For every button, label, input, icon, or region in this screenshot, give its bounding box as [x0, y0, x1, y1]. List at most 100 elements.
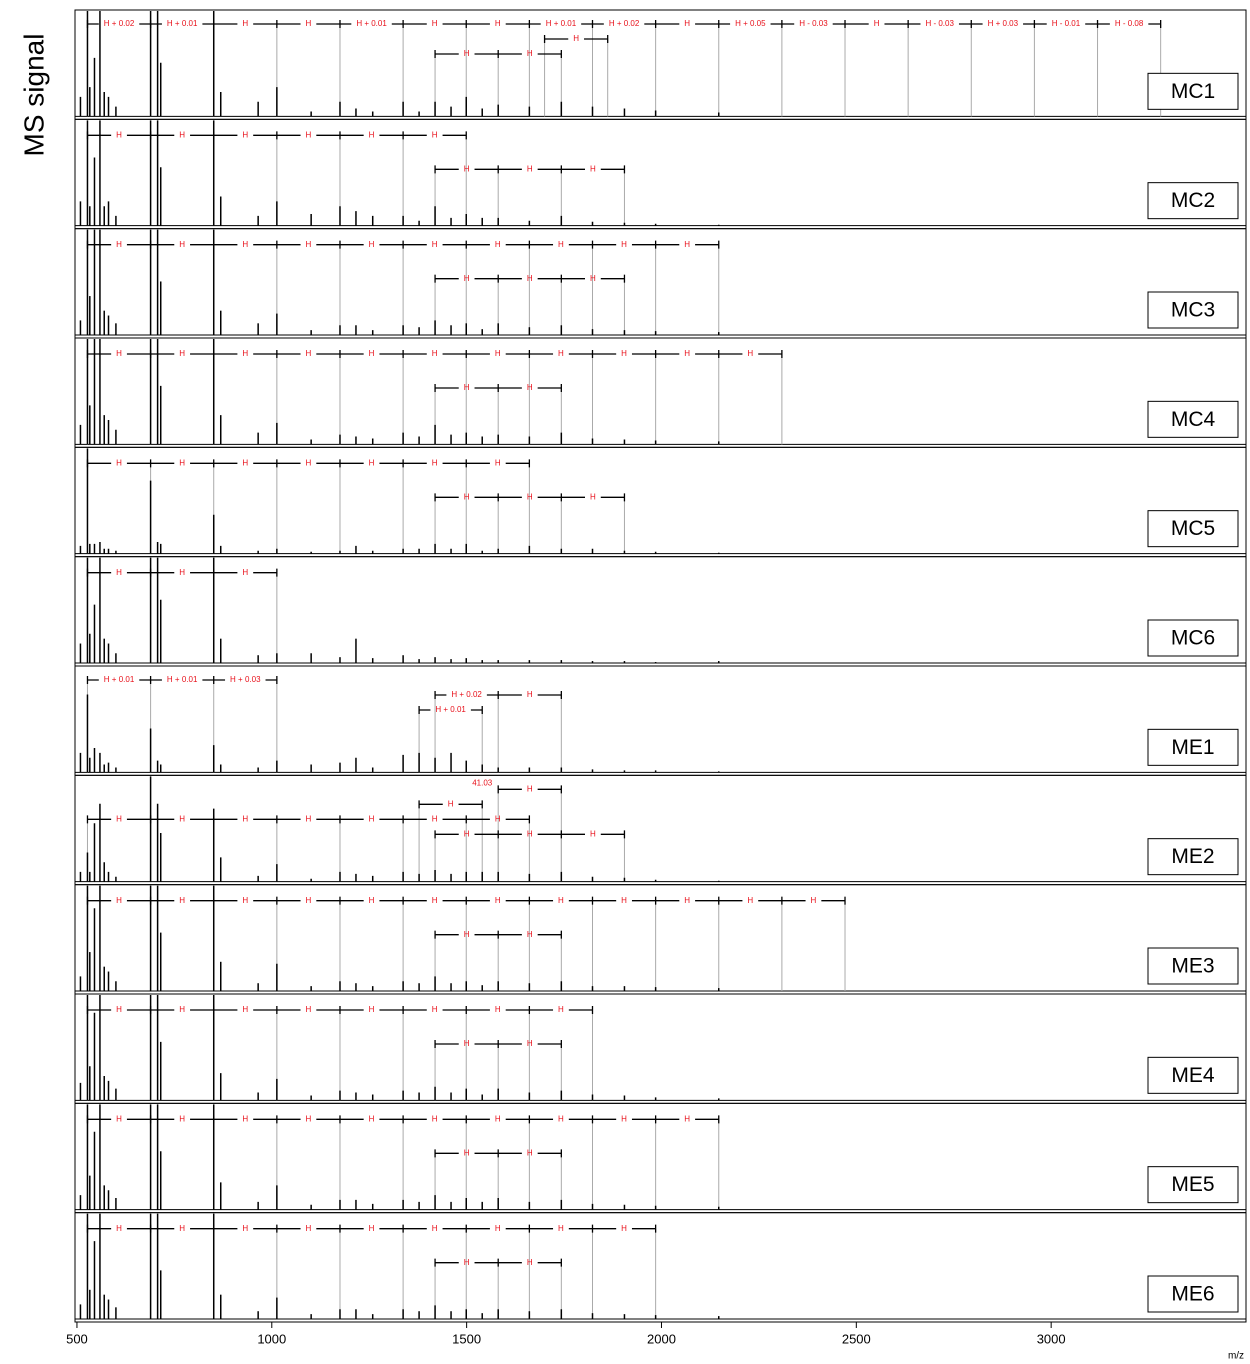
panel-label: MC5	[1171, 517, 1215, 540]
ladder-label: H	[495, 814, 501, 823]
ladder-label: H	[432, 896, 438, 905]
ladder-label: H	[811, 896, 817, 905]
ladder-label: H	[116, 240, 122, 249]
ladder-label: H	[495, 458, 501, 467]
ladder-label: H	[558, 1114, 564, 1123]
ladder-label: H	[242, 1005, 248, 1014]
ladder-label: H	[590, 274, 596, 283]
x-tick-label: 500	[66, 1331, 88, 1346]
ladder-label: H	[590, 829, 596, 838]
ladder-label: H	[179, 349, 185, 358]
ladder-label: H	[747, 349, 753, 358]
ladder-label: H	[116, 568, 122, 577]
ladder-label: H	[527, 690, 533, 699]
ladder-label: H	[527, 383, 533, 392]
ladder-label: H	[369, 814, 375, 823]
ladder-label: H	[432, 1224, 438, 1233]
ladder-label: H	[590, 164, 596, 173]
ladder-label: H	[369, 896, 375, 905]
ladder-label: H	[495, 896, 501, 905]
ladder-label: H	[527, 164, 533, 173]
ladder-label: H	[369, 130, 375, 139]
panel-label: MC1	[1171, 80, 1215, 103]
ladder-label: H	[527, 930, 533, 939]
ladder-label: H + 0.01	[167, 19, 198, 28]
panel-label-box	[1147, 291, 1239, 329]
ladder-label: H	[527, 1039, 533, 1048]
ladder-label: H + 0.01	[546, 19, 577, 28]
ladder-label: H	[747, 896, 753, 905]
panel-label-box	[1147, 72, 1239, 110]
ladder-label: H	[621, 349, 627, 358]
ladder-label: H	[527, 49, 533, 58]
ladder-label: H	[464, 1039, 470, 1048]
panel-label-box	[1147, 728, 1239, 766]
ladder-label: H + 0.01	[356, 19, 387, 28]
ladder-label: H	[432, 349, 438, 358]
panel-label-box	[1147, 619, 1239, 657]
panel-frame	[74, 556, 1247, 667]
ladder-label: H	[558, 896, 564, 905]
ladder-label: H - 0.08	[1115, 19, 1144, 28]
panel-frame	[74, 446, 1247, 558]
ladder-label: H	[495, 1114, 501, 1123]
ladder-label: H	[621, 1224, 627, 1233]
ladder-label: H	[116, 458, 122, 467]
panel-label: ME2	[1171, 845, 1214, 868]
ladder-label: H	[306, 458, 312, 467]
ladder-label: H	[432, 814, 438, 823]
ladder-label: H	[432, 240, 438, 249]
panel-label-box	[1147, 400, 1239, 438]
x-tick-label: 2500	[842, 1331, 871, 1346]
ladder-label: H + 0.01	[104, 675, 135, 684]
ladder-label: H	[242, 814, 248, 823]
ladder-label: H	[116, 1114, 122, 1123]
ladder-label: H	[464, 492, 470, 501]
ladder-label: H	[179, 240, 185, 249]
ladder-label: H	[242, 458, 248, 467]
ladder-label: H	[306, 814, 312, 823]
ladder-label: H	[874, 19, 880, 28]
ladder-label: H	[306, 896, 312, 905]
panel-label-box	[1147, 947, 1239, 985]
panel-frame	[74, 118, 1247, 230]
ladder-label: H	[527, 784, 533, 793]
ladder-label: H	[495, 349, 501, 358]
ladder-label: H	[306, 19, 312, 28]
panel-label-box	[1147, 1275, 1239, 1313]
panel-label: MC4	[1171, 408, 1216, 431]
panel: H H H H H H H H H H H H 41.03	[75, 776, 1246, 883]
panel-label: ME4	[1171, 1064, 1215, 1087]
ladder-label: H	[432, 19, 438, 28]
ladder-label: H	[464, 274, 470, 283]
ladder-label: H	[242, 19, 248, 28]
ladder-label: H	[116, 130, 122, 139]
ladder-label: H	[684, 19, 690, 28]
x-tick-label: 1000	[257, 1331, 286, 1346]
ladder-label: H	[116, 1224, 122, 1233]
ladder-label: H	[558, 240, 564, 249]
ladder-label: H	[495, 1224, 501, 1233]
ladder-label: H	[448, 799, 454, 808]
ladder-label: H	[495, 19, 501, 28]
ladder-label: H + 0.02	[104, 19, 135, 28]
ladder-label: H + 0.01	[167, 675, 198, 684]
ladder-label: H	[621, 896, 627, 905]
ladder-label: H	[179, 1005, 185, 1014]
ladder-label: H	[464, 164, 470, 173]
ladder-label: H	[527, 1148, 533, 1157]
ladder-label: H	[242, 1114, 248, 1123]
ladder-label: H	[179, 568, 185, 577]
panel-label: MC2	[1171, 189, 1215, 212]
ladder-label: H	[179, 130, 185, 139]
ladder-label: H	[179, 458, 185, 467]
ladder-label: H	[558, 349, 564, 358]
ladder-label: H	[432, 458, 438, 467]
ladder-label: H	[684, 896, 690, 905]
ladder-label: H	[369, 1005, 375, 1014]
panel: H H H H H H H H H H H H H	[75, 339, 1246, 445]
ladder-label: H	[432, 1005, 438, 1014]
ladder-label: H	[558, 1224, 564, 1233]
panel-label-box	[1147, 510, 1239, 548]
ladder-label: H	[179, 814, 185, 823]
